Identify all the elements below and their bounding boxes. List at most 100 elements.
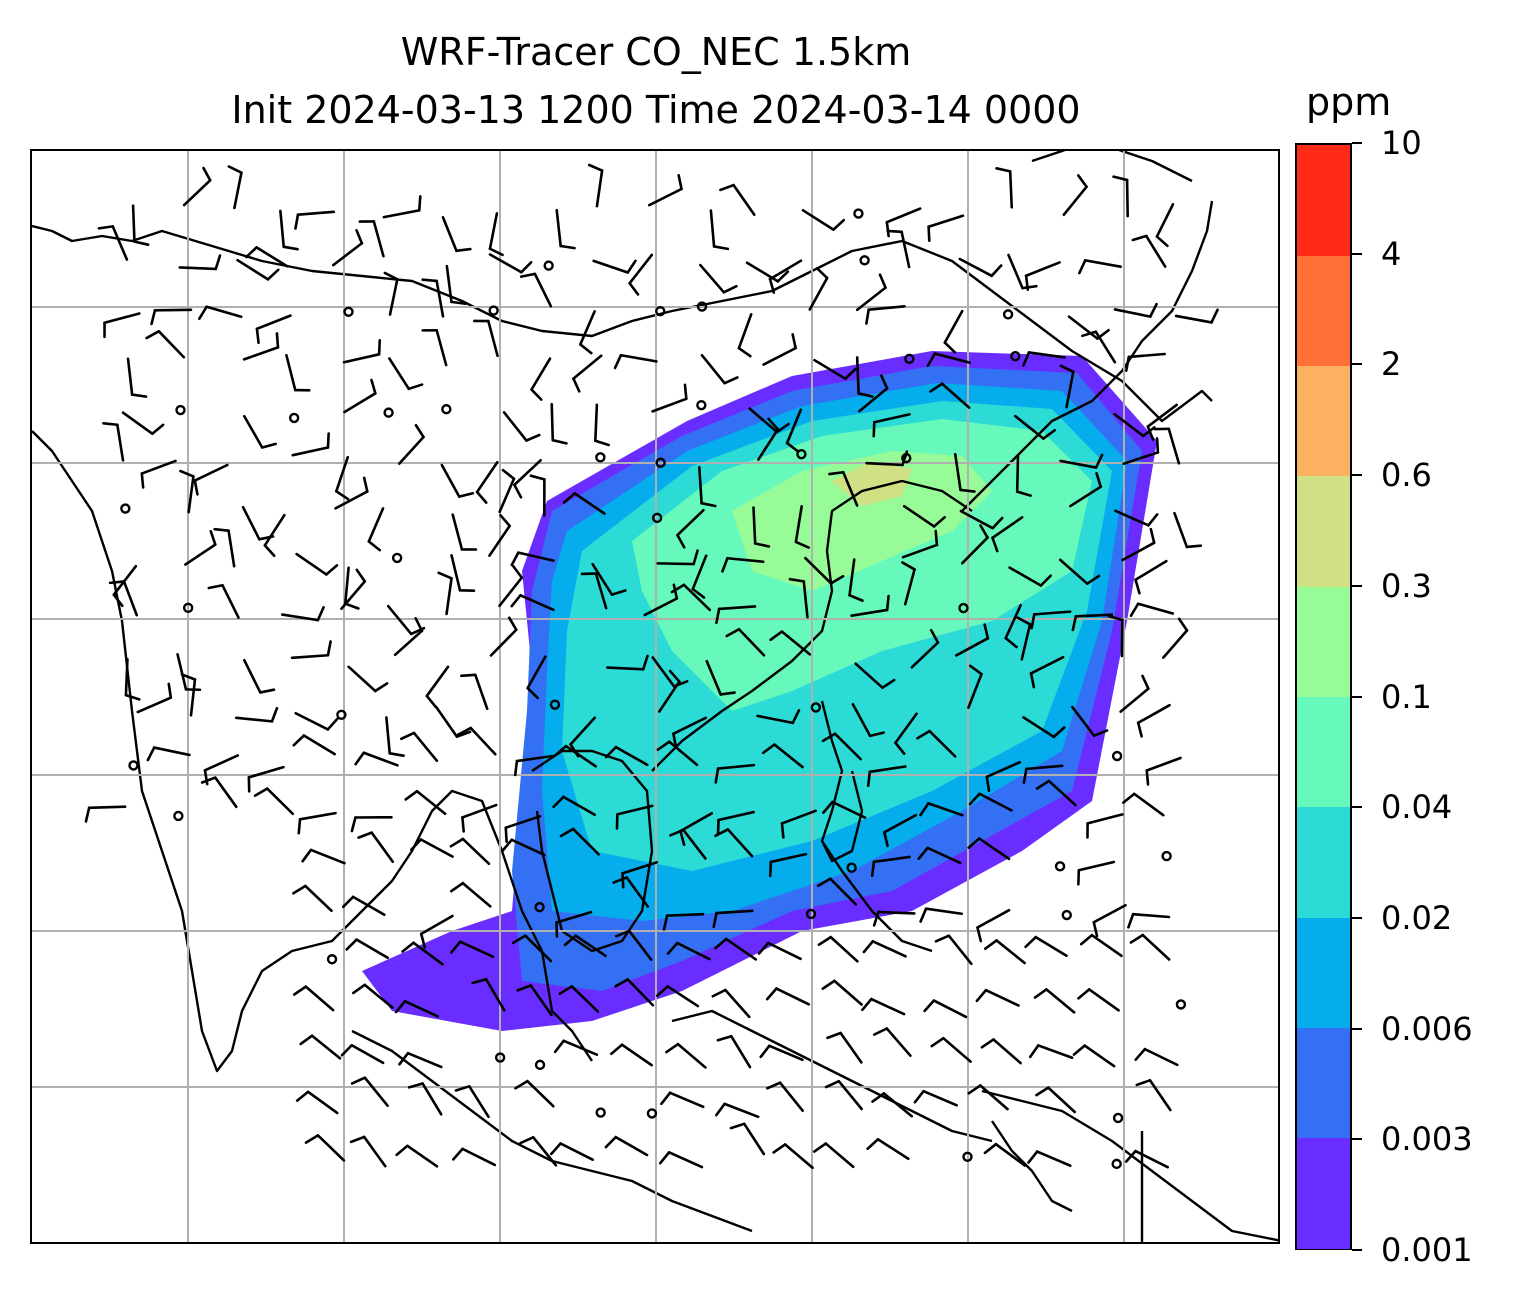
wind-barb-staff <box>855 356 860 395</box>
wind-barb-flag <box>812 1142 828 1153</box>
wind-barb-flag <box>1059 364 1075 374</box>
wind-barb-staff <box>910 641 940 669</box>
wind-barb-staff <box>440 463 461 498</box>
wind-barb-staff <box>723 1102 760 1119</box>
wind-barb-staff <box>594 572 608 610</box>
wind-barb-staff <box>304 884 333 913</box>
wind-barb-staff <box>991 516 1024 540</box>
colorbar-tick <box>1352 1027 1362 1030</box>
wind-barb-flag <box>266 268 280 281</box>
wind-barb-flag <box>1131 234 1148 242</box>
wind-barb-staff <box>876 1138 910 1161</box>
wind-barb-staff <box>140 459 177 475</box>
wind-barb-staff <box>1062 185 1088 217</box>
wind-barb-calm <box>805 908 817 920</box>
wind-barb-staff <box>1069 485 1103 508</box>
wind-barb-flag <box>1078 259 1087 275</box>
wind-barb-flag <box>146 746 156 762</box>
wind-barb-flag <box>227 165 243 174</box>
wind-barb-staff <box>461 803 498 819</box>
wind-barb-staff <box>242 414 264 449</box>
wind-barb-flag <box>507 616 518 632</box>
wind-barb-flag <box>108 580 126 585</box>
wind-barb-flag <box>1177 617 1189 632</box>
wind-barb-flag <box>213 527 230 532</box>
wind-barb-flag <box>916 729 931 740</box>
wind-barb-staff <box>227 529 236 568</box>
wind-barb-flag <box>529 474 546 481</box>
wind-barb-staff <box>985 760 1022 779</box>
wind-barb-flag <box>641 654 649 671</box>
wind-barb-flag <box>769 630 784 642</box>
wind-barb-flag <box>765 1081 782 1090</box>
wind-barb-flag <box>449 881 465 893</box>
wind-barb-staff <box>802 580 809 619</box>
wind-barb-flag <box>715 1102 726 1117</box>
wind-barb-flag <box>862 939 875 954</box>
wind-barb-flag <box>1024 274 1030 291</box>
coastline <box>991 1120 1073 1213</box>
wind-barb-staff <box>412 941 444 966</box>
wind-barb-staff <box>1083 1044 1116 1068</box>
wind-barb-flag <box>714 937 728 950</box>
wind-barb-flag <box>419 932 427 949</box>
wind-barb-staff <box>382 209 421 219</box>
wind-barb-flag <box>919 907 928 923</box>
wind-barb-flag <box>1146 425 1155 441</box>
wind-barb-flag <box>1071 615 1078 632</box>
wind-barb-staff <box>1094 330 1117 364</box>
wind-barb-flag <box>865 308 870 325</box>
wind-barb-flag <box>604 1135 618 1149</box>
wind-barb-flag <box>615 929 631 938</box>
wind-barb-flag <box>626 259 637 274</box>
wind-barb-calm <box>383 407 394 418</box>
wind-barb-staff <box>386 604 413 636</box>
wind-barb-flag <box>691 587 706 599</box>
wind-barb-flag <box>788 577 806 583</box>
wind-barb-staff <box>550 402 555 442</box>
wind-barb-flag <box>357 831 373 839</box>
wind-barb-flag <box>167 682 173 700</box>
wind-barb-flag <box>1022 351 1031 367</box>
wind-barb-flag <box>1134 1047 1147 1062</box>
wind-barb-staff <box>900 230 911 269</box>
wind-barb-flag <box>926 352 937 368</box>
wind-barb-flag <box>1141 674 1150 690</box>
wind-barb-flag <box>559 244 576 250</box>
wind-barb-staff <box>388 357 411 391</box>
wind-barb-staff <box>517 551 555 562</box>
colorbar-segment <box>1297 475 1350 587</box>
colorbar-segment <box>1297 145 1350 256</box>
wind-barb-flag <box>868 731 885 738</box>
colorbar-tick-label: 4 <box>1381 234 1402 273</box>
wind-barb-staff <box>1027 351 1066 359</box>
wind-barb-staff <box>498 477 516 514</box>
wind-barb-staff <box>290 653 330 660</box>
wind-barb-staff <box>947 934 973 966</box>
wind-barb-staff <box>927 214 965 229</box>
wind-barb-staff <box>885 1027 912 1057</box>
coastline <box>651 479 973 772</box>
wind-barb-flag <box>1024 935 1037 949</box>
wind-barb-staff <box>1113 308 1152 318</box>
wind-barb-flag <box>934 934 951 943</box>
wind-barb-staff <box>403 999 439 1018</box>
wind-barb-staff <box>620 1043 653 1067</box>
wind-barb-flag <box>519 1136 535 1145</box>
wind-barb-staff <box>780 630 812 656</box>
wind-barb-staff <box>562 1039 599 1056</box>
wind-barb-calm <box>904 353 915 365</box>
wind-barb-flag <box>324 564 339 576</box>
wind-barb-flag <box>552 795 565 809</box>
wind-barb-calm <box>853 208 864 219</box>
wind-barb-flag <box>579 343 593 355</box>
wind-barb-staff <box>1013 414 1045 440</box>
wind-barb-staff <box>445 576 453 616</box>
wind-barb-flag <box>559 827 575 838</box>
wind-barb-flag <box>768 277 776 294</box>
wind-barb-staff <box>1090 933 1123 958</box>
wind-barb-flag <box>345 938 358 951</box>
wind-barb-staff <box>903 568 916 606</box>
wind-barb-staff <box>1086 813 1124 825</box>
wind-barb-staff <box>412 731 439 763</box>
